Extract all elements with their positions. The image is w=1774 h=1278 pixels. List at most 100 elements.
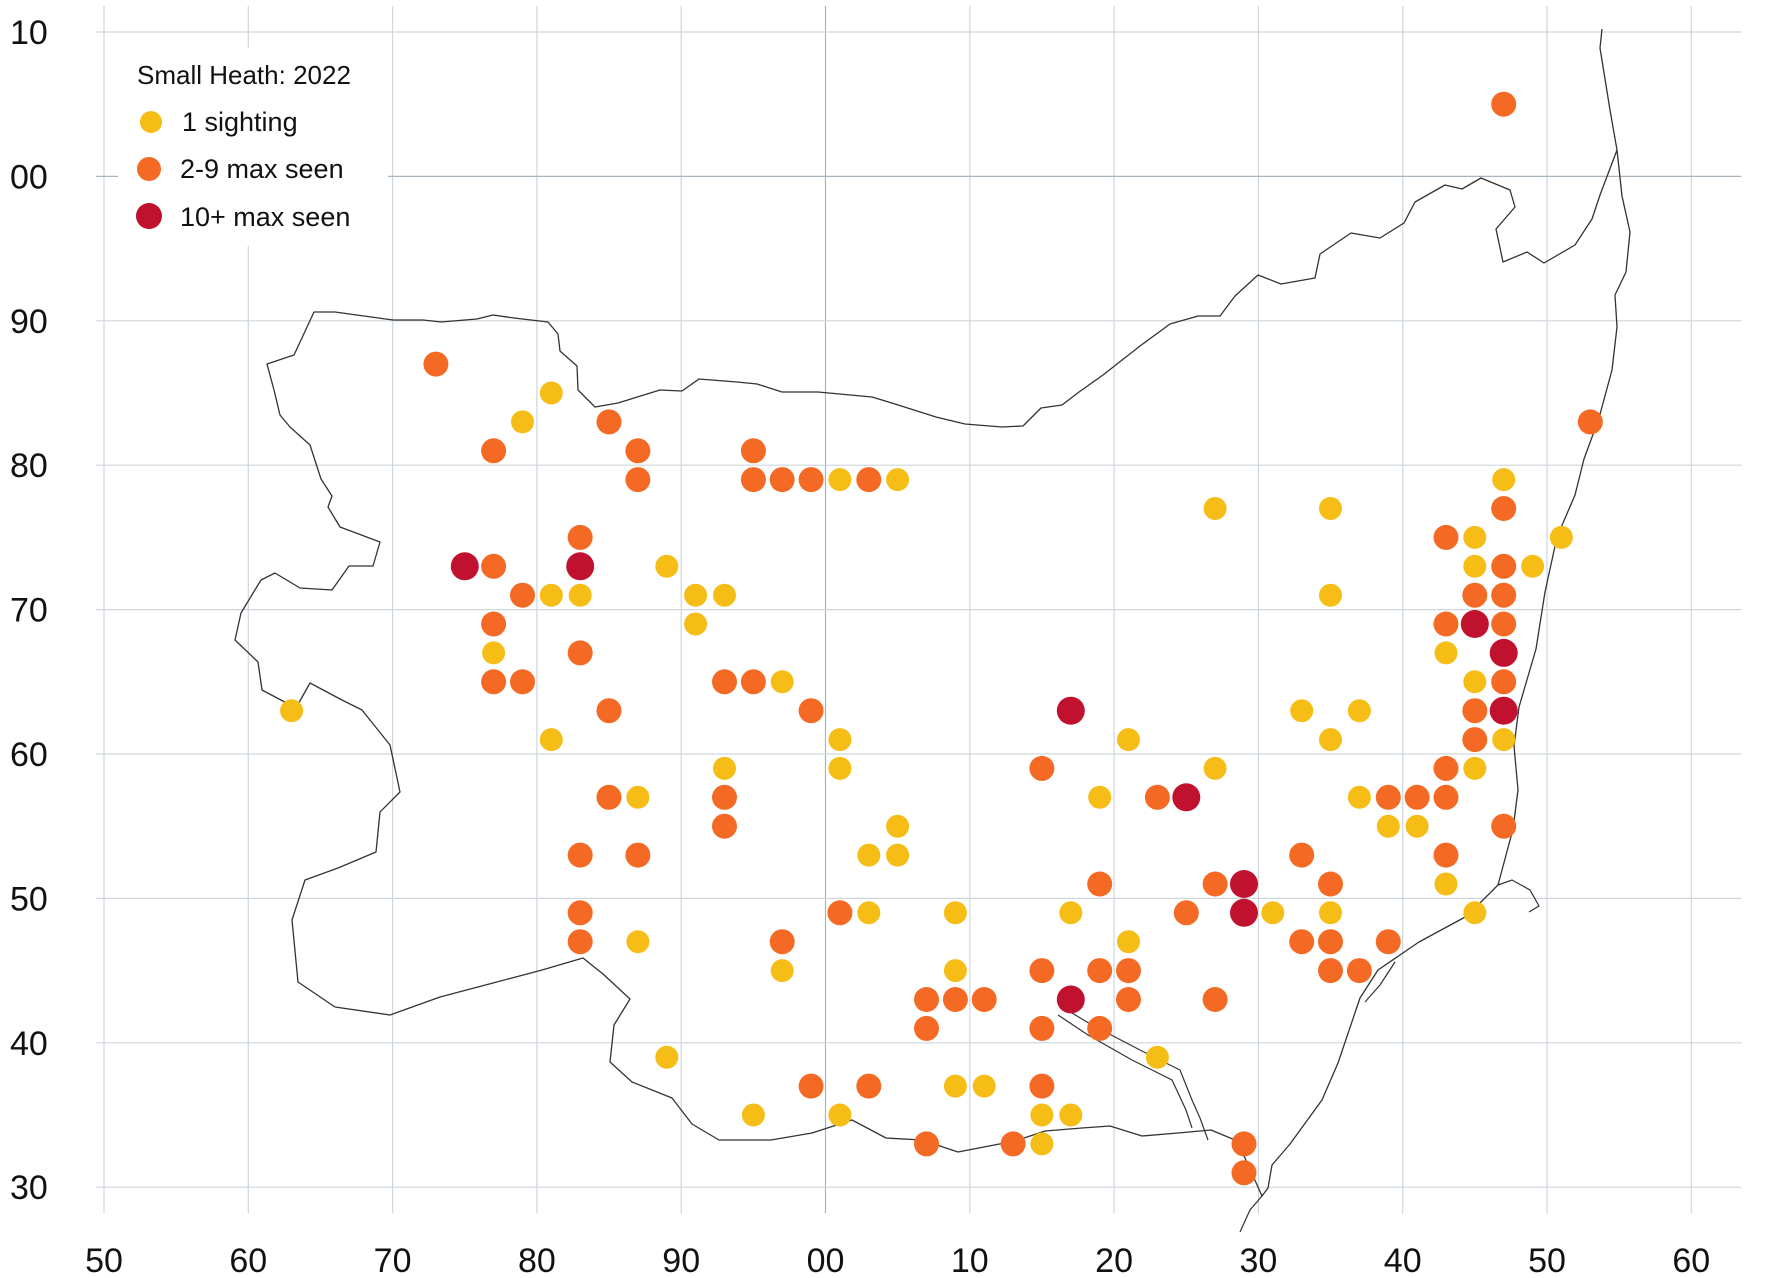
record-dot-few — [423, 351, 449, 377]
legend-swatch-one — [140, 111, 162, 133]
record-dot-one — [1261, 901, 1285, 925]
axis-labels: 50 60 70 80 90 00 10 20 30 40 50 60 10 00 90 80 70 60 50 40… — [10, 14, 1710, 1278]
record-dot-few — [942, 987, 968, 1012]
record-dot-one — [1376, 814, 1400, 838]
county-outline — [234, 28, 1631, 1197]
record-dots — [280, 91, 1603, 1186]
legend-label-few: 2-9 max seen — [180, 154, 344, 184]
record-dot-one — [655, 554, 679, 578]
estuary-line — [1061, 1006, 1209, 1141]
record-dot-few — [596, 409, 622, 435]
record-dot-few — [1029, 755, 1055, 781]
record-dot-one — [1117, 728, 1140, 752]
record-dot-few — [510, 669, 535, 695]
record-dot-one — [280, 699, 304, 723]
record-dot-one — [1463, 525, 1487, 549]
record-dot-few — [712, 784, 737, 810]
record-dot-few — [625, 438, 651, 464]
record-dot-one — [857, 843, 881, 867]
record-dot-one — [1521, 554, 1545, 578]
record-dot-one — [1059, 1103, 1083, 1127]
record-dot-many — [1489, 638, 1518, 667]
record-dot-few — [596, 784, 622, 810]
record-dot-few — [1116, 958, 1141, 984]
record-dot-one — [539, 381, 563, 405]
estuary-line — [1497, 879, 1540, 913]
northing-tick-label: 30 — [10, 1169, 48, 1207]
legend: Small Heath: 2022 1 sighting 2-9 max see… — [118, 48, 388, 246]
record-dot-few — [1433, 524, 1459, 550]
record-dot-few — [1087, 958, 1113, 984]
record-dot-one — [943, 1074, 967, 1098]
record-dot-few — [481, 669, 507, 695]
record-dot-one — [568, 583, 592, 607]
record-dot-one — [886, 843, 910, 867]
easting-tick-label: 40 — [1384, 1242, 1422, 1278]
record-dot-few — [625, 842, 651, 868]
record-dot-few — [1462, 698, 1488, 724]
record-dot-one — [655, 1045, 679, 1069]
record-dot-few — [625, 467, 651, 493]
record-dot-one — [539, 583, 563, 607]
record-dot-one — [1492, 728, 1516, 752]
record-dot-few — [1404, 784, 1430, 810]
record-dot-few — [1491, 813, 1517, 839]
record-dot-few — [1318, 871, 1343, 897]
easting-tick-label: 80 — [518, 1242, 556, 1278]
record-dot-few — [1491, 553, 1517, 579]
record-dot-few — [1289, 929, 1315, 955]
easting-tick-label: 70 — [374, 1242, 412, 1278]
record-dot-few — [481, 553, 507, 579]
record-dot-one — [1463, 670, 1487, 694]
record-dot-many — [1056, 985, 1085, 1014]
record-dot-few — [1491, 496, 1517, 521]
record-dot-few — [827, 900, 853, 926]
record-dot-many — [1489, 696, 1518, 725]
record-dot-one — [857, 901, 881, 925]
record-dot-one — [1463, 554, 1487, 578]
record-dot-one — [626, 785, 650, 809]
record-dot-few — [567, 842, 593, 868]
record-dot-few — [740, 669, 766, 695]
record-dot-one — [886, 814, 910, 838]
northing-tick-label: 70 — [10, 592, 48, 630]
record-dot-one — [539, 728, 563, 752]
record-dot-few — [1375, 929, 1401, 955]
record-dot-one — [1203, 497, 1227, 520]
record-dot-few — [1144, 784, 1170, 810]
record-dot-few — [1087, 871, 1113, 897]
legend-swatch-few — [137, 157, 161, 181]
record-dot-few — [1087, 1015, 1113, 1041]
record-dot-few — [914, 1131, 939, 1157]
record-dot-few — [567, 640, 593, 666]
record-dot-one — [828, 756, 852, 780]
record-dot-one — [482, 641, 506, 665]
record-dot-one — [1347, 699, 1371, 723]
record-dot-few — [971, 987, 997, 1012]
record-dot-few — [510, 582, 535, 608]
record-dot-one — [770, 959, 794, 983]
record-dot-few — [567, 929, 593, 955]
record-dot-few — [798, 698, 824, 724]
record-dot-one — [1463, 901, 1487, 925]
record-dot-few — [1491, 91, 1517, 117]
record-dot-few — [769, 929, 795, 955]
record-dot-few — [1029, 958, 1055, 984]
record-dot-few — [1289, 842, 1315, 868]
record-dot-few — [1462, 582, 1488, 608]
record-dot-few — [769, 467, 795, 493]
record-dot-one — [1117, 930, 1140, 954]
easting-tick-label: 90 — [662, 1242, 700, 1278]
record-dot-few — [1318, 958, 1343, 984]
record-dot-one — [943, 959, 967, 983]
record-dot-one — [943, 901, 967, 925]
record-dot-few — [914, 987, 939, 1012]
grid-lines — [96, 6, 1742, 1214]
northing-tick-label: 80 — [10, 447, 48, 485]
record-dot-few — [1491, 669, 1517, 695]
record-dot-one — [886, 468, 910, 492]
record-dot-few — [1000, 1131, 1026, 1157]
record-dot-few — [798, 1073, 824, 1099]
northing-tick-label: 50 — [10, 880, 48, 918]
